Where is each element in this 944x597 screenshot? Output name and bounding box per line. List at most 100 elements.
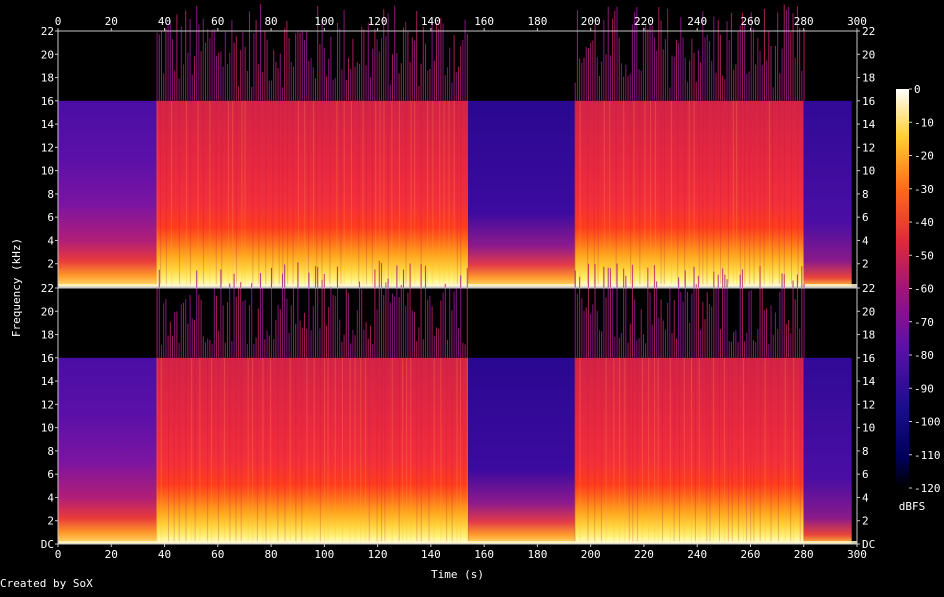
panel-1-hf-streak	[638, 69, 640, 101]
panel-2-hf-streak	[235, 297, 237, 358]
panel-1-hf-streak	[691, 38, 693, 101]
panel-2-hf-streak	[801, 266, 803, 358]
panel-1-hf-streak	[413, 40, 416, 101]
panel-2-hf-streak	[579, 276, 581, 358]
panel-1-hf-streak	[372, 48, 374, 101]
panel-1-hf-streak	[394, 5, 396, 101]
panel-1-hf-streak	[345, 79, 347, 101]
panel-2-hf-streak	[440, 300, 442, 358]
panel-2-texture-streak	[265, 357, 267, 544]
panel-2-texture-streak	[673, 357, 675, 544]
panel-2-texture-streak	[690, 357, 692, 544]
panel-1-texture-streak	[265, 100, 267, 288]
y-tick-label: 6	[47, 211, 54, 224]
panel-1-hf-streak	[783, 4, 785, 101]
panel-2-hf-streak	[411, 310, 413, 358]
x-tick-label-bottom: 280	[794, 548, 814, 561]
panel-2-hf-streak	[387, 278, 389, 358]
panel-2-hf-streak	[413, 311, 416, 358]
panel-2-hf-streak	[724, 274, 726, 358]
panel-1-texture-streak	[258, 100, 260, 288]
panel-2-hf-streak	[790, 333, 792, 358]
panel-2-hf-streak	[673, 299, 675, 358]
panel-2-hf-streak	[675, 338, 677, 358]
panel-1-hf-streak	[253, 33, 255, 101]
panel-2-texture-streak	[579, 357, 581, 544]
panel-2-hf-streak	[231, 340, 233, 358]
panel-1-hf-streak	[339, 28, 341, 101]
panel-1-hf-streak	[235, 36, 237, 101]
panel-1-hf-streak	[200, 51, 202, 101]
panel-2-hf-streak	[660, 299, 662, 358]
panel-2-texture-streak	[406, 357, 408, 544]
panel-2-hf-streak	[196, 270, 198, 358]
panel-2-texture-streak	[402, 357, 404, 544]
panel-2-hf-streak	[682, 301, 684, 358]
panel-2-texture-streak	[168, 357, 170, 544]
panel-2-hf-streak	[792, 280, 794, 358]
panel-1-hf-streak	[711, 60, 713, 101]
panel-2-hf-streak	[695, 284, 697, 358]
panel-1-hf-streak	[229, 52, 231, 101]
panel-1-hf-streak	[620, 63, 622, 101]
panel-2-segment-2	[156, 357, 469, 544]
panel-1-hf-streak	[202, 18, 204, 101]
x-tick-label-top: 120	[368, 15, 388, 28]
panel-2-hf-streak	[321, 279, 323, 358]
panel-2-hf-streak	[160, 344, 163, 358]
panel-2-hf-streak	[416, 341, 418, 358]
panel-2-texture-streak	[600, 357, 602, 544]
y-tick-label: 20	[41, 305, 54, 318]
y-tick-label: 18	[862, 72, 875, 85]
panel-1-texture-streak	[593, 100, 595, 288]
panel-1-hf-streak	[259, 3, 262, 101]
panel-2-hf-streak	[222, 305, 224, 358]
panel-2-hf-streak	[389, 302, 391, 358]
panel-1-texture-streak	[304, 100, 306, 288]
panel-2-hf-streak	[785, 324, 787, 358]
panel-2-hf-streak	[607, 267, 609, 358]
panel-1-texture-streak	[456, 100, 458, 288]
panel-1-hf-streak	[739, 25, 741, 101]
panel-2-texture-streak	[466, 357, 468, 544]
panel-2-hf-streak	[711, 306, 713, 358]
panel-2-hf-streak	[735, 330, 737, 358]
panel-1-hf-streak	[799, 28, 801, 101]
panel-1-hf-streak	[176, 14, 178, 101]
y-tick-label: 12	[862, 141, 875, 154]
panel-1-texture-streak	[185, 100, 187, 288]
panel-2-hf-streak	[781, 273, 783, 358]
panel-1-texture-streak	[329, 100, 331, 288]
panel-1-hf-streak	[378, 51, 380, 101]
panel-1-hf-streak	[429, 69, 431, 101]
panel-1-texture-streak	[202, 100, 204, 288]
panel-2-hf-streak	[176, 311, 178, 358]
panel-1-texture-streak	[772, 100, 774, 288]
panel-1-hf-streak	[297, 31, 299, 101]
panel-2-hf-streak	[262, 287, 264, 358]
panel-1-texture-streak	[644, 100, 646, 288]
panel-2-hf-streak	[220, 269, 222, 358]
panel-1-hf-streak	[301, 30, 303, 101]
panel-1-hf-streak	[612, 18, 614, 101]
panel-2-texture-streak	[191, 357, 193, 544]
panel-1-texture-streak	[739, 100, 741, 288]
panel-1-hf-streak	[275, 61, 277, 101]
panel-2-hf-streak	[317, 267, 319, 358]
panel-2-hf-streak	[301, 327, 303, 358]
y-tick-label: 14	[41, 118, 55, 131]
panel-2-hf-streak	[733, 331, 735, 358]
panel-2-texture-streak	[723, 357, 725, 544]
x-tick-label-top: 300	[847, 15, 867, 28]
panel-2-hf-streak	[253, 343, 255, 358]
colorbar-tick-label: -80	[914, 349, 934, 362]
panel-2-hf-streak	[297, 262, 299, 358]
panel-1-hf-streak	[369, 77, 372, 101]
panel-2-hf-streak	[618, 338, 620, 358]
y-tick-label: 10	[41, 422, 54, 435]
panel-2-hf-streak	[233, 273, 235, 358]
panel-2-hf-streak	[361, 289, 363, 358]
y-tick-label: 4	[47, 491, 54, 504]
panel-1-hf-streak	[766, 60, 768, 101]
panel-1-hf-streak	[163, 73, 165, 101]
